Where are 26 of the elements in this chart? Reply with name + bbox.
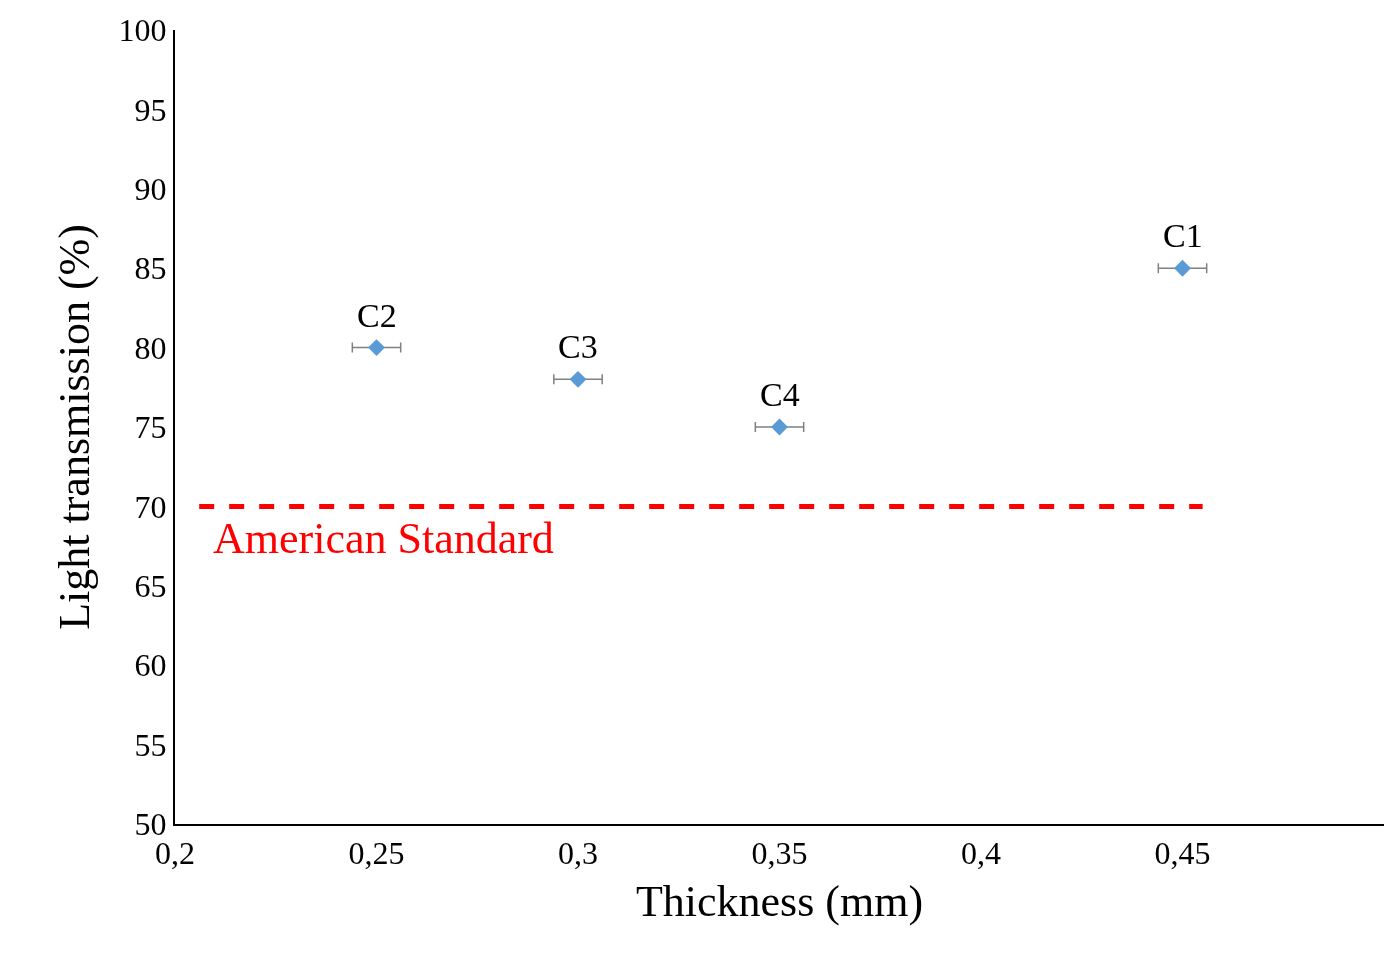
y-tick-label: 75 — [134, 409, 167, 446]
x-tick-label: 0,4 — [961, 835, 1001, 872]
y-axis-title: Light transmission (%) — [50, 224, 100, 630]
point — [1174, 259, 1191, 277]
y-tick-label: 80 — [134, 329, 167, 366]
x-tick-label: 0,25 — [348, 835, 405, 872]
point — [368, 339, 385, 357]
y-tick-label: 70 — [134, 488, 167, 525]
annotation: C2 — [357, 297, 397, 334]
y-tick-label: 65 — [134, 568, 167, 604]
x-axis-title: Thickness (mm) — [635, 877, 924, 927]
point — [569, 370, 587, 388]
x-tick-label: 0,35 — [751, 835, 808, 872]
y-tick-label: 100 — [118, 12, 167, 49]
ref-line-label: American Standard — [213, 514, 554, 563]
y-tick-label: 95 — [134, 91, 167, 128]
y-tick-label: 55 — [134, 726, 167, 763]
y-tick-label: 85 — [134, 250, 167, 287]
point — [771, 418, 788, 436]
y-tick-label: 60 — [134, 647, 167, 684]
annotation: C3 — [558, 328, 598, 365]
annotation: C4 — [760, 376, 800, 413]
x-tick-label: 0,45 — [1154, 835, 1211, 872]
y-tick-label: 90 — [134, 171, 167, 207]
x-tick-label: 0,3 — [558, 835, 598, 872]
annotation: C1 — [1163, 217, 1203, 254]
